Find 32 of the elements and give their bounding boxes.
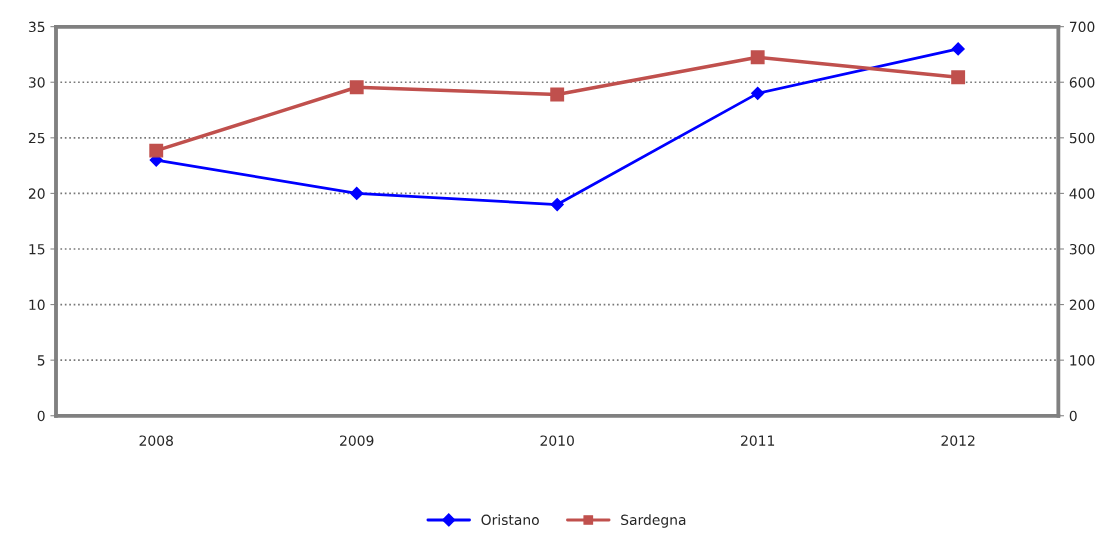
point bbox=[951, 70, 966, 85]
x-tick-label: 2008 bbox=[139, 435, 173, 446]
y-tick-label: 0 bbox=[37, 410, 45, 422]
y2-tick-label: 100 bbox=[1070, 355, 1095, 366]
point bbox=[951, 42, 965, 56]
y2-tick-label: 300 bbox=[1069, 243, 1095, 255]
y2-tick-label: 500 bbox=[1069, 132, 1095, 144]
y2-tick-label: 600 bbox=[1069, 77, 1095, 88]
point bbox=[750, 50, 765, 65]
y-tick-label: 35 bbox=[28, 21, 45, 33]
y2-tick-label: 400 bbox=[1069, 188, 1095, 199]
point bbox=[349, 80, 364, 95]
legend-label: Sardegna bbox=[621, 514, 686, 528]
x-tick-label: 2009 bbox=[340, 435, 374, 446]
y2-tick-label: 700 bbox=[1069, 21, 1095, 33]
point bbox=[751, 86, 765, 100]
point bbox=[350, 186, 364, 200]
y-tick-label: 10 bbox=[29, 299, 45, 311]
y2-tick-label: 0 bbox=[1069, 410, 1077, 422]
y-tick-label: 20 bbox=[28, 188, 45, 199]
x-tick-label: 2011 bbox=[741, 435, 775, 446]
y-tick-label: 15 bbox=[29, 244, 45, 255]
point bbox=[149, 143, 164, 158]
point bbox=[550, 87, 565, 102]
point bbox=[550, 197, 564, 212]
y-tick-label: 5 bbox=[37, 355, 45, 366]
x-tick-label: 2010 bbox=[540, 435, 574, 446]
legend-label: Oristano bbox=[481, 514, 539, 526]
y-tick-label: 25 bbox=[28, 132, 45, 144]
y-tick-label: 30 bbox=[28, 77, 45, 88]
x-tick-label: 2012 bbox=[941, 435, 975, 446]
y2-tick-label: 200 bbox=[1069, 299, 1095, 311]
